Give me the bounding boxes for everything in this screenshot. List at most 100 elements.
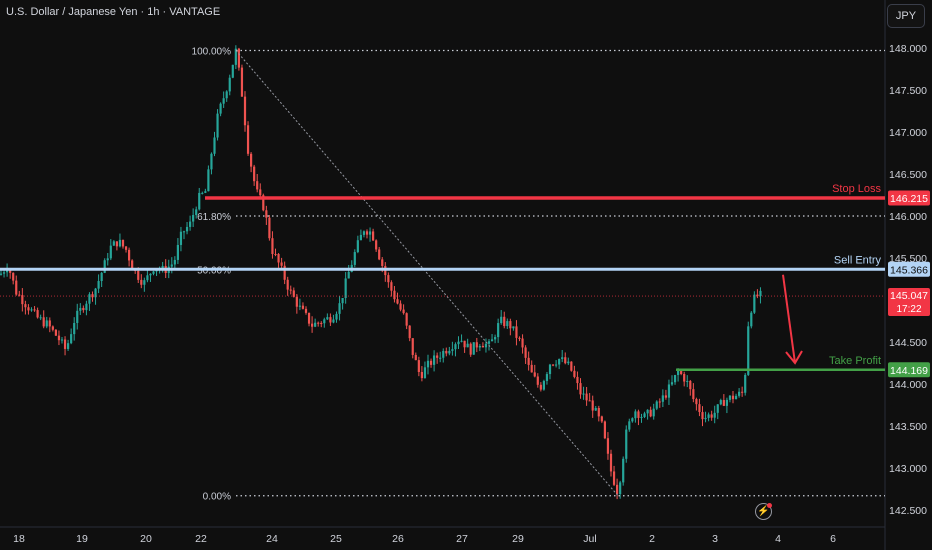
stop-loss-label: Stop Loss — [832, 183, 881, 195]
candle-body — [45, 320, 48, 327]
price-tick-label: 147.000 — [889, 127, 927, 139]
candle-body — [106, 258, 109, 261]
candle-body — [603, 421, 606, 439]
candle-body — [747, 326, 750, 375]
take-profit-badge-text: 144.169 — [890, 365, 928, 377]
candle-body — [442, 350, 445, 358]
down-arrow-icon — [782, 274, 796, 364]
candle-body — [219, 103, 222, 114]
candle-body — [698, 404, 701, 413]
candle-body — [338, 303, 341, 314]
candle-body — [411, 338, 414, 355]
candle-body — [216, 113, 219, 138]
candle-body — [82, 307, 85, 311]
candle-body — [628, 421, 631, 430]
candle-body — [54, 329, 57, 336]
candle-body — [368, 231, 372, 235]
candle-body — [680, 370, 683, 375]
candle-body — [185, 226, 189, 232]
take-profit-label: Take Profit — [829, 355, 881, 367]
candle-body — [301, 305, 305, 309]
candle-body — [332, 319, 335, 323]
candle-body — [460, 340, 463, 342]
candle-body — [551, 364, 555, 366]
candle-body — [576, 376, 579, 384]
candle-body — [60, 339, 64, 341]
take-profit-badge — [888, 362, 930, 378]
candle-body — [472, 342, 475, 355]
price-badges: 146.215 145.366 144.169 145.047 17:22 — [888, 190, 930, 378]
candle-body — [713, 412, 716, 418]
candle-body — [539, 384, 542, 390]
candle-body — [478, 345, 481, 348]
candle-body — [234, 48, 237, 65]
candle-body — [311, 323, 314, 327]
candle-body — [637, 411, 640, 418]
candle-body — [744, 374, 747, 393]
candle-body — [463, 340, 466, 348]
price-tick-label: 143.000 — [889, 463, 927, 475]
candle-body — [326, 317, 329, 320]
candle-body — [616, 484, 619, 495]
trade-levels[interactable]: Stop Loss Sell Entry Take Profit — [0, 183, 885, 372]
lightning-icon[interactable]: ⚡ — [755, 503, 772, 520]
candle-body — [759, 290, 762, 297]
price-tick-label: 143.500 — [889, 421, 927, 433]
candle-body — [573, 370, 576, 377]
time-tick-label: Jul — [583, 533, 596, 545]
candle-body — [518, 337, 521, 339]
candle-body — [396, 299, 399, 304]
candle-body — [204, 191, 207, 193]
time-tick-label: 26 — [392, 533, 404, 545]
arrow-head-icon — [785, 350, 803, 365]
candle-body — [561, 357, 564, 360]
fib-trend-line[interactable] — [235, 50, 619, 497]
candle-body — [317, 322, 320, 324]
candle-body — [246, 125, 250, 154]
candle-body — [481, 345, 484, 348]
candle-body — [390, 282, 393, 291]
candle-body — [622, 458, 625, 483]
candle-body — [131, 260, 134, 270]
candle-body — [63, 339, 67, 349]
candle-body — [152, 271, 155, 274]
candle-body — [118, 239, 122, 247]
candle-body — [457, 341, 460, 345]
candle-body — [240, 67, 244, 97]
candle-body — [12, 272, 15, 281]
candle-body — [503, 316, 506, 327]
candle-body — [433, 355, 436, 365]
candle-body — [423, 367, 427, 379]
candle-body — [341, 298, 344, 304]
candle-body — [417, 360, 420, 373]
candle-body — [378, 249, 381, 260]
candle-body — [542, 380, 545, 390]
candle-body — [115, 241, 118, 247]
candle-body — [429, 360, 433, 365]
price-tick-label: 146.500 — [889, 169, 927, 181]
candle-body — [33, 309, 36, 311]
candle-body — [530, 364, 533, 373]
candle-body — [426, 360, 430, 368]
candle-body — [353, 252, 356, 265]
candle-body — [9, 270, 12, 273]
candle-body — [344, 278, 347, 298]
candle-body — [686, 380, 689, 382]
candle-body — [27, 307, 30, 311]
candle-body — [280, 262, 283, 266]
sell-entry-label: Sell Entry — [834, 254, 882, 266]
candle-body — [704, 417, 707, 420]
candle-body — [509, 321, 512, 329]
time-axis[interactable]: 18 19 20 22 24 25 26 27 29 Jul 2 3 4 6 — [13, 533, 836, 545]
candle-body — [658, 401, 661, 403]
candle-body — [722, 400, 725, 406]
candle-body — [695, 399, 698, 405]
candle-body — [673, 375, 677, 383]
candle-body — [329, 317, 332, 323]
candle-body — [67, 343, 70, 349]
currency-button[interactable]: JPY — [887, 4, 925, 28]
candle-body — [582, 393, 585, 395]
candle-body — [295, 296, 298, 307]
time-tick-label: 27 — [456, 533, 468, 545]
